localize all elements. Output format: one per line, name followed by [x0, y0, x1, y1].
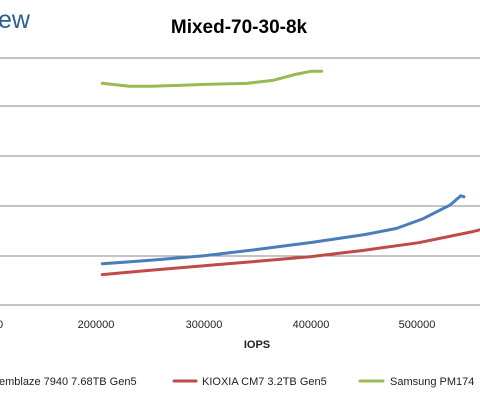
x-tick-label-2: 300000 — [186, 319, 223, 331]
legend-label-1: KIOXIA CM7 3.2TB Gen5 — [202, 376, 327, 388]
x-tick-labels: 00 200000 300000 400000 500000 — [0, 319, 435, 331]
x-tick-label-0: 00 — [0, 319, 3, 331]
x-tick-label-4: 500000 — [399, 319, 436, 331]
chart-title: Mixed-70-30-8k — [171, 17, 308, 38]
legend-label-2: Samsung PM174 — [390, 376, 474, 388]
series-line-0 — [100, 194, 466, 266]
series-lines — [100, 69, 480, 277]
legend: emblaze 7940 7.68TB Gen5 KIOXIA CM7 3.2TB… — [0, 376, 474, 388]
series-line-1 — [100, 228, 480, 277]
x-tick-label-3: 400000 — [293, 319, 330, 331]
watermark-logo-text: ew — [0, 6, 31, 34]
x-tick-label-1: 200000 — [78, 319, 115, 331]
x-axis-label: IOPS — [244, 339, 270, 351]
legend-label-0: emblaze 7940 7.68TB Gen5 — [0, 376, 137, 388]
series-line-2 — [100, 69, 324, 88]
grid-lines — [0, 57, 480, 306]
